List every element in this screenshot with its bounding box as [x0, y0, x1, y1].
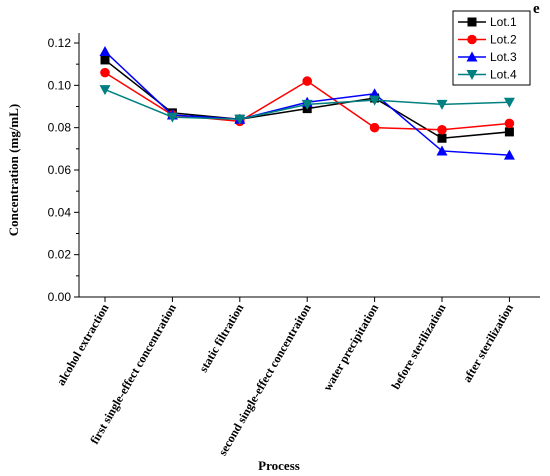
- x-tick-label: before sterilization: [388, 301, 448, 391]
- data-point: [504, 127, 514, 137]
- legend-item: Lot.4: [458, 68, 517, 82]
- legend-marker: [467, 17, 477, 27]
- legend-item: Lot.3: [458, 50, 517, 64]
- y-tick-label: 0.12: [48, 36, 72, 50]
- panel-label: e: [533, 1, 540, 17]
- x-tick-label: alcohol extraction: [54, 301, 112, 388]
- legend-label: Lot.3: [490, 50, 517, 64]
- legend-item: Lot.1: [458, 15, 517, 29]
- legend-marker: [467, 34, 477, 45]
- series-lot-4: [99, 85, 515, 125]
- data-point: [234, 114, 246, 125]
- data-point: [302, 76, 313, 86]
- y-tick-label: 0.04: [48, 205, 72, 219]
- data-point: [99, 45, 111, 56]
- data-point: [99, 85, 111, 96]
- x-axis-title: Process: [258, 458, 300, 473]
- legend-label: Lot.1: [490, 15, 517, 29]
- legend-label: Lot.2: [490, 33, 517, 47]
- y-tick-label: 0.02: [48, 248, 72, 262]
- legend-label: Lot.4: [490, 68, 517, 82]
- y-tick-label: 0.08: [48, 121, 72, 135]
- data-point: [100, 67, 110, 78]
- y-tick-label: 0.06: [48, 163, 72, 177]
- y-tick-label: 0.10: [48, 78, 72, 92]
- data-point: [369, 122, 380, 133]
- data-point: [100, 55, 110, 65]
- legend: Lot.1 Lot.2 Lot.3 Lot.4: [452, 10, 531, 86]
- data-point: [503, 149, 515, 160]
- data-point: [504, 118, 515, 129]
- data-point: [437, 133, 447, 143]
- data-point: [436, 99, 448, 110]
- y-axis-title: Concentration (mg/mL): [6, 104, 21, 237]
- data-point: [369, 95, 381, 106]
- data-point: [301, 99, 313, 110]
- data-point: [437, 124, 447, 135]
- x-tick-label: static filtration: [196, 301, 246, 374]
- legend-marker: [466, 70, 478, 80]
- data-point: [503, 97, 515, 108]
- legend-item: Lot.2: [458, 33, 517, 47]
- data-point: [436, 145, 448, 156]
- y-tick-label: 0.00: [48, 290, 72, 304]
- x-tick-label: after sterilization: [460, 301, 516, 385]
- x-tick-label: water precipitation: [320, 301, 381, 393]
- data-point: [166, 112, 178, 123]
- legend-marker: [466, 51, 478, 62]
- legend-box: [452, 10, 531, 86]
- series-lines: [99, 45, 515, 160]
